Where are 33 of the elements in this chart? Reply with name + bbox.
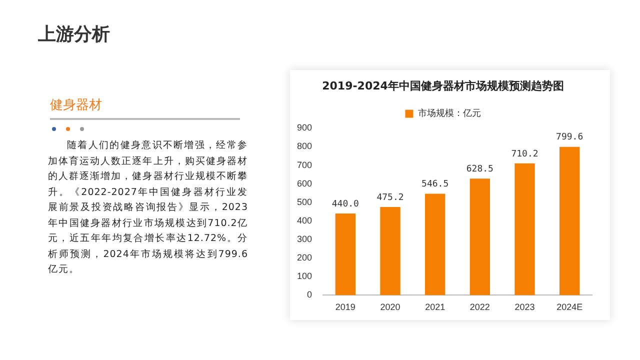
text: 随着人们的健身意识不断增强，经常参加体育运动人数正逐年上升，购买健身器材的人群逐渐增加，健身器材行业规模不断攀升。《2022-2027年中国健身器材行业发展前景及投资战略咨询报告》显示，2023年中国健身器材行业市场规模达到710.2亿元，近五年年均复合增长率达12.72%。分析师预测，2024年市场规模将达到799.6亿元。 bbox=[48, 140, 248, 275]
bar bbox=[425, 194, 446, 296]
y-tick-label: 600 bbox=[296, 178, 312, 188]
x-tick-label: 2019 bbox=[335, 302, 356, 312]
y-tick-label: 700 bbox=[296, 160, 312, 170]
y-tick-label: 900 bbox=[296, 122, 312, 133]
data-label: 628.5 bbox=[466, 164, 494, 174]
y-tick-label: 300 bbox=[296, 234, 312, 244]
data-label: 440.0 bbox=[332, 199, 359, 210]
bar bbox=[514, 163, 535, 296]
bar bbox=[380, 207, 400, 296]
y-tick-label: 500 bbox=[296, 196, 312, 207]
y-tick-label: 800 bbox=[296, 141, 312, 152]
legend-label: 市场规模：亿元 bbox=[418, 108, 481, 118]
bar bbox=[560, 146, 580, 296]
data-label: 475.2 bbox=[376, 192, 404, 203]
bar bbox=[470, 178, 490, 296]
x-tick-label: 2020 bbox=[380, 302, 400, 312]
x-tick-label: 2023 bbox=[514, 302, 535, 312]
y-tick-label: 0 bbox=[307, 290, 312, 300]
x-tick-label: 2022 bbox=[470, 302, 490, 312]
y-tick-label: 400 bbox=[296, 215, 312, 226]
data-label: 710.2 bbox=[511, 149, 538, 160]
data-label: 799.6 bbox=[556, 132, 584, 143]
data-label: 546.5 bbox=[422, 180, 449, 190]
x-tick-label: 2024E bbox=[556, 302, 583, 312]
bar bbox=[335, 214, 356, 296]
y-tick-label: 100 bbox=[296, 271, 312, 282]
text: 上游分析 bbox=[38, 23, 110, 46]
text: 健身器材 bbox=[50, 96, 240, 120]
chart-title: 2019-2024年中国健身器材市场规模预测趋势图 bbox=[322, 79, 564, 92]
x-tick-label: 2021 bbox=[425, 302, 446, 312]
y-tick-label: 200 bbox=[296, 252, 312, 263]
